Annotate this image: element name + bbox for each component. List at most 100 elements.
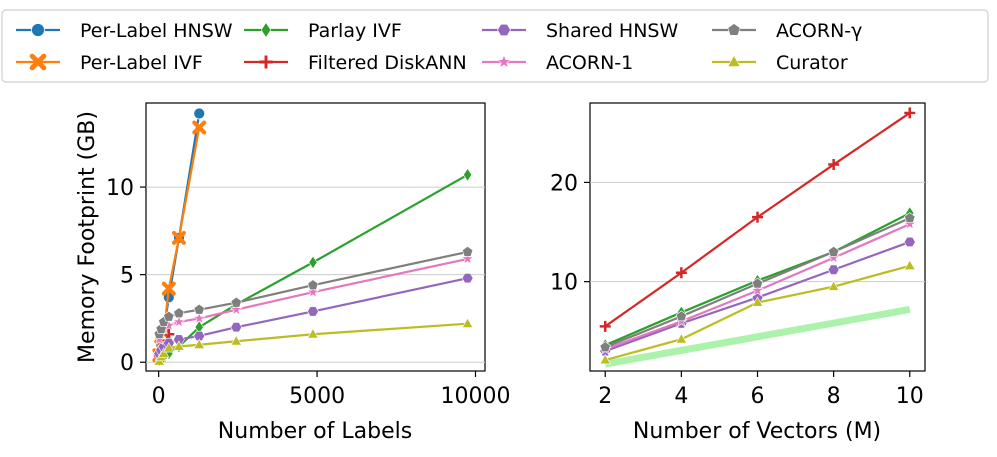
left-point-acorn-1 xyxy=(460,251,475,265)
legend: Per-Label HNSW Per-Label IVF Parlay IVF Fil… xyxy=(1,9,989,83)
right-point-acorn-1 xyxy=(827,250,841,264)
legend-item-parlay-ivf: Parlay IVF xyxy=(244,20,402,42)
left-series-curator xyxy=(153,317,474,366)
right-point-shared-hnsw xyxy=(903,236,916,248)
right-point-acorn xyxy=(751,277,764,289)
legend-marker-parlay-ivf xyxy=(260,21,272,39)
left-x-tick-label: 10000 xyxy=(440,384,510,409)
reference-right xyxy=(604,306,911,368)
right-y-tick-label: 20 xyxy=(550,171,578,196)
left-point-shared-hnsw xyxy=(173,334,185,345)
right-point-acorn xyxy=(828,246,840,257)
right-x-tick-label: 8 xyxy=(827,384,841,409)
right-point-shared-hnsw xyxy=(827,264,840,275)
right-point-acorn-1 xyxy=(903,217,917,230)
left-point-curator xyxy=(173,340,185,351)
legend-label-acorn: ACORN-γ xyxy=(776,20,862,42)
left-point-curator xyxy=(307,328,319,339)
right-point-curator xyxy=(675,333,688,344)
legend-item-filtered-diskann: Filtered DiskANN xyxy=(244,52,467,74)
right-x-tick-label: 6 xyxy=(751,384,765,409)
left-point-acorn xyxy=(230,296,242,308)
right-y-tick-label: 10 xyxy=(550,271,578,296)
right-point-acorn xyxy=(675,310,687,322)
left-point-shared-hnsw xyxy=(193,330,206,342)
left-point-per-label-ivf xyxy=(161,281,176,296)
left-point-shared-hnsw xyxy=(307,306,319,317)
right-point-filtered-diskann xyxy=(828,159,840,171)
legend-item-shared-hnsw: Shared HNSW xyxy=(482,20,678,42)
right-x-tick-label: 10 xyxy=(896,384,924,409)
y-ticks-left: 0 5 10 xyxy=(106,176,146,376)
legend-label-curator: Curator xyxy=(776,52,848,74)
legend-marker-per-label-hnsw xyxy=(31,23,45,37)
right-series-filtered-diskann xyxy=(599,107,916,332)
left-point-parlay-ivf xyxy=(463,167,473,182)
left-x-tick-label: 0 xyxy=(152,384,166,409)
left-point-acorn-1 xyxy=(192,311,206,325)
left-point-shared-hnsw xyxy=(461,273,474,284)
left-point-acorn xyxy=(163,310,175,322)
series-left xyxy=(152,107,475,368)
left-point-parlay-ivf xyxy=(308,255,318,270)
right-x-tick-label: 4 xyxy=(674,384,688,409)
left-point-curator xyxy=(461,317,474,328)
legend-label-per-label-hnsw: Per-Label HNSW xyxy=(80,20,233,42)
legend-marker-filtered-diskann xyxy=(259,55,273,69)
legend-marker-per-label-ivf xyxy=(29,53,47,71)
legend-label-per-label-ivf: Per-Label IVF xyxy=(80,52,203,74)
right-x-tick-label: 2 xyxy=(598,384,612,409)
left-series-shared-hnsw xyxy=(153,273,474,359)
chart-right: 2 4 6 8 10 10 20 Number of Vectors (M) xyxy=(550,102,926,444)
right-point-curator xyxy=(599,353,611,365)
legend-marker-shared-hnsw xyxy=(497,24,511,36)
left-point-acorn xyxy=(173,307,185,318)
legend-item-per-label-ivf: Per-Label IVF xyxy=(16,52,203,74)
right-point-acorn xyxy=(904,212,916,223)
x-axis-label-left: Number of Labels xyxy=(218,419,412,444)
y-ticks-right: 10 20 xyxy=(550,171,590,296)
legend-item-per-label-hnsw: Per-Label HNSW xyxy=(16,20,233,42)
left-point-curator xyxy=(193,338,205,349)
x-ticks-left: 0 5000 10000 xyxy=(152,371,510,409)
left-point-acorn-1 xyxy=(172,315,186,328)
legend-marker-acorn-1 xyxy=(496,53,512,69)
left-point-shared-hnsw xyxy=(230,322,243,333)
left-point-per-label-ivf xyxy=(171,230,186,245)
left-point-per-label-ivf xyxy=(192,120,207,135)
left-point-acorn-1 xyxy=(229,302,243,316)
reference-band-line xyxy=(604,306,911,368)
right-point-filtered-diskann xyxy=(904,107,916,119)
x-axis-label-right: Number of Vectors (M) xyxy=(633,419,881,444)
legend-frame xyxy=(1,9,989,83)
legend-label-filtered-diskann: Filtered DiskANN xyxy=(308,52,467,74)
legend-marker-acorn xyxy=(727,23,741,36)
right-series-acorn xyxy=(599,212,916,352)
right-point-curator xyxy=(904,259,916,270)
chart-left: 0 5000 10000 0 5 10 Number of Labels Memory … xyxy=(75,102,510,444)
left-point-curator xyxy=(230,335,243,346)
right-point-filtered-diskann xyxy=(675,267,687,279)
legend-item-curator: Curator xyxy=(712,52,848,74)
left-point-curator xyxy=(163,342,175,353)
left-y-tick-label: 10 xyxy=(106,176,134,201)
left-point-per-label-hnsw xyxy=(193,107,206,120)
series-right xyxy=(598,107,917,365)
y-axis-label-left: Memory Footprint (GB) xyxy=(75,111,100,363)
x-ticks-right: 2 4 6 8 10 xyxy=(598,371,924,409)
right-series-curator xyxy=(599,259,916,365)
legend-item-acorn-1: ACORN-1 xyxy=(482,52,633,74)
left-series-acorn xyxy=(153,246,474,339)
left-point-acorn-1 xyxy=(306,285,320,298)
right-point-curator xyxy=(827,280,840,291)
legend-item-acorn: ACORN-γ xyxy=(712,20,862,42)
legend-label-shared-hnsw: Shared HNSW xyxy=(546,20,678,42)
right-point-acorn-1 xyxy=(750,283,765,297)
right-point-filtered-diskann xyxy=(752,211,763,223)
left-x-tick-label: 5000 xyxy=(289,384,345,409)
right-point-filtered-diskann xyxy=(599,320,611,332)
legend-label-acorn-1: ACORN-1 xyxy=(546,52,633,74)
left-point-acorn xyxy=(193,303,205,315)
right-point-acorn xyxy=(599,341,611,352)
